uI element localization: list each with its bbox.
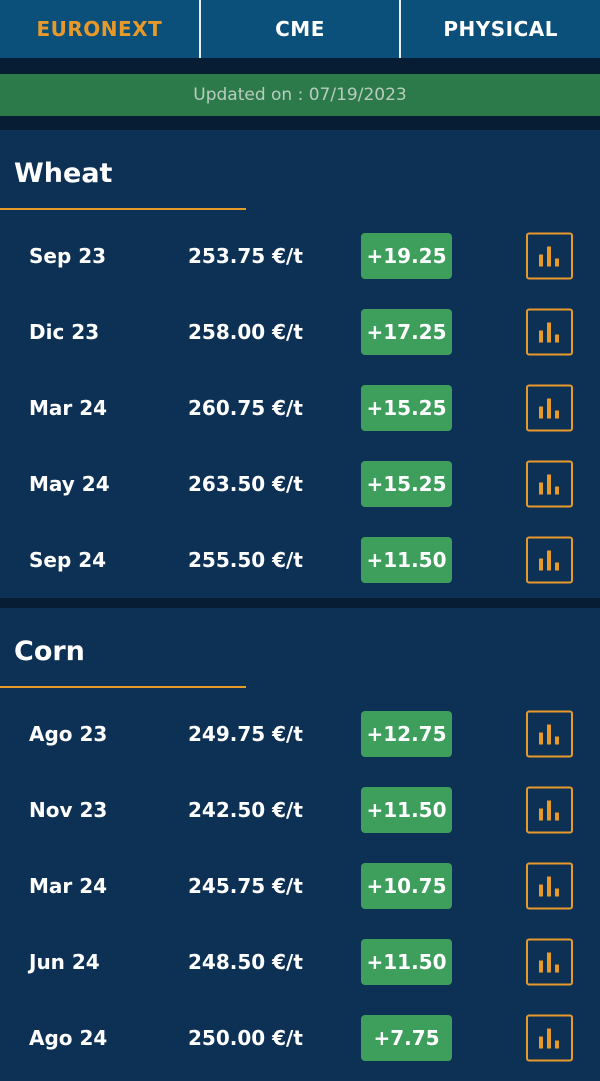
chart-button[interactable] <box>526 786 573 834</box>
change-badge: +15.25 <box>361 461 452 507</box>
divider <box>0 58 600 74</box>
change-badge: +17.25 <box>361 309 452 355</box>
contract-month: Ago 24 <box>29 1026 108 1050</box>
contract-price: 250.00 €/t <box>188 1026 303 1050</box>
divider <box>0 116 600 130</box>
contract-price: 255.50 €/t <box>188 548 303 572</box>
tab-cme[interactable]: CME <box>201 0 402 58</box>
contract-month: May 24 <box>29 472 110 496</box>
contract-month: Sep 23 <box>29 244 107 268</box>
section-divider <box>0 598 600 608</box>
chart-button[interactable] <box>526 1014 573 1062</box>
contract-month: Mar 24 <box>29 396 108 420</box>
price-row: Sep 24 255.50 €/t +11.50 <box>0 522 600 598</box>
tab-physical[interactable]: PHYSICAL <box>443 17 558 41</box>
bar-chart-icon <box>538 1028 559 1048</box>
contract-price: 253.75 €/t <box>188 244 303 268</box>
contract-month: Sep 24 <box>29 548 107 572</box>
change-badge: +15.25 <box>361 385 452 431</box>
market-tabs: EURONEXT CME PHYSICAL <box>0 0 600 58</box>
bar-chart-icon <box>538 800 559 820</box>
contract-month: Nov 23 <box>29 798 108 822</box>
change-badge: +11.50 <box>361 787 452 833</box>
price-list: Sep 23 253.75 €/t +19.25 Dic 23 258.00 €… <box>0 210 600 598</box>
tab-euronext[interactable]: EURONEXT <box>0 0 201 58</box>
chart-button[interactable] <box>526 862 573 910</box>
price-list: Ago 23 249.75 €/t +12.75 Nov 23 242.50 €… <box>0 688 600 1076</box>
change-badge: +12.75 <box>361 711 452 757</box>
bar-chart-icon <box>538 952 559 972</box>
bar-chart-icon <box>538 724 559 744</box>
commodity-section: Wheat Sep 23 253.75 €/t +19.25 Dic 23 25… <box>0 130 600 598</box>
chart-button[interactable] <box>526 460 573 508</box>
chart-button[interactable] <box>526 384 573 432</box>
price-row: Ago 23 249.75 €/t +12.75 <box>0 696 600 772</box>
price-row: Nov 23 242.50 €/t +11.50 <box>0 772 600 848</box>
change-badge: +7.75 <box>361 1015 452 1061</box>
chart-button[interactable] <box>526 232 573 280</box>
chart-button[interactable] <box>526 536 573 584</box>
chart-button[interactable] <box>526 308 573 356</box>
bar-chart-icon <box>538 550 559 570</box>
section-underline <box>0 208 246 210</box>
bar-chart-icon <box>538 322 559 342</box>
contract-price: 258.00 €/t <box>188 320 303 344</box>
change-badge: +11.50 <box>361 537 452 583</box>
contract-price: 248.50 €/t <box>188 950 303 974</box>
section-title: Corn <box>14 636 85 667</box>
contract-month: Ago 23 <box>29 722 108 746</box>
contract-month: Dic 23 <box>29 320 100 344</box>
contract-price: 242.50 €/t <box>188 798 303 822</box>
price-row: May 24 263.50 €/t +15.25 <box>0 446 600 522</box>
contract-price: 249.75 €/t <box>188 722 303 746</box>
section-title: Wheat <box>14 158 113 189</box>
section-underline <box>0 686 246 688</box>
bar-chart-icon <box>538 474 559 494</box>
updated-banner: Updated on : 07/19/2023 <box>0 74 600 116</box>
change-badge: +10.75 <box>361 863 452 909</box>
contract-price: 245.75 €/t <box>188 874 303 898</box>
price-row: Mar 24 245.75 €/t +10.75 <box>0 848 600 924</box>
change-badge: +19.25 <box>361 233 452 279</box>
change-badge: +11.50 <box>361 939 452 985</box>
commodity-section: Corn Ago 23 249.75 €/t +12.75 Nov 23 242… <box>0 608 600 1076</box>
commodity-sections: Wheat Sep 23 253.75 €/t +19.25 Dic 23 25… <box>0 130 600 1076</box>
price-row: Mar 24 260.75 €/t +15.25 <box>0 370 600 446</box>
chart-button[interactable] <box>526 938 573 986</box>
bar-chart-icon <box>538 398 559 418</box>
contract-price: 260.75 €/t <box>188 396 303 420</box>
contract-month: Jun 24 <box>29 950 100 974</box>
bar-chart-icon <box>538 876 559 896</box>
bar-chart-icon <box>538 246 559 266</box>
price-row: Jun 24 248.50 €/t +11.50 <box>0 924 600 1000</box>
price-row: Sep 23 253.75 €/t +19.25 <box>0 218 600 294</box>
contract-price: 263.50 €/t <box>188 472 303 496</box>
contract-month: Mar 24 <box>29 874 108 898</box>
price-row: Ago 24 250.00 €/t +7.75 <box>0 1000 600 1076</box>
price-row: Dic 23 258.00 €/t +17.25 <box>0 294 600 370</box>
chart-button[interactable] <box>526 710 573 758</box>
